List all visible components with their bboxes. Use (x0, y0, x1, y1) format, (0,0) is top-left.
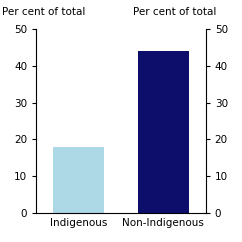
Text: Per cent of total: Per cent of total (133, 7, 216, 17)
Bar (138, 51, 189, 213)
Text: Per cent of total: Per cent of total (2, 7, 85, 17)
Bar (53, 147, 104, 213)
